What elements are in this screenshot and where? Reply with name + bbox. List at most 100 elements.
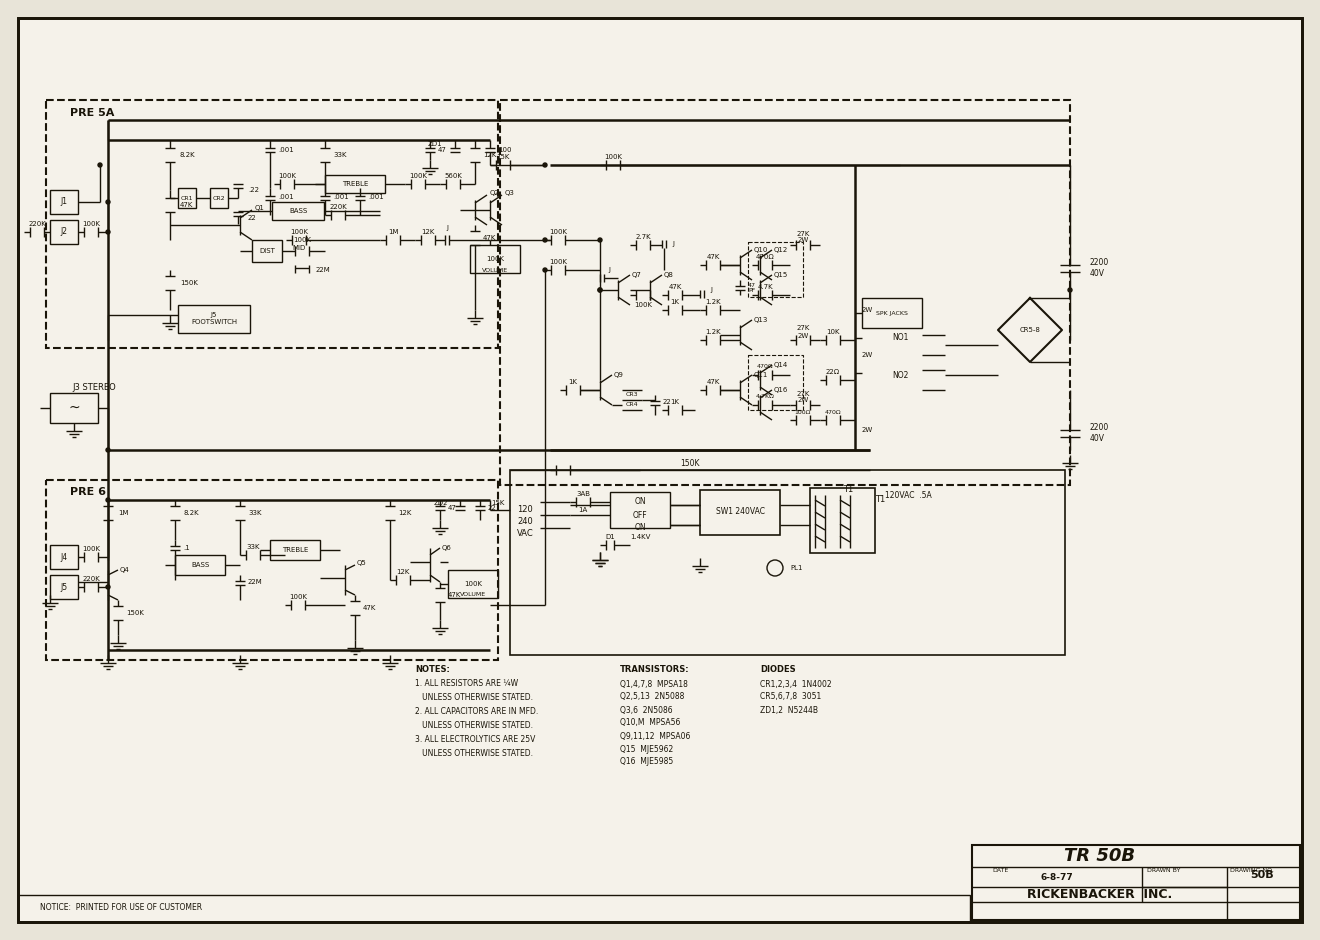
Text: DRAWING NO.: DRAWING NO. bbox=[1230, 868, 1274, 872]
Text: 2200
40V: 2200 40V bbox=[1090, 423, 1109, 443]
Text: 2W: 2W bbox=[862, 427, 874, 433]
Text: ON: ON bbox=[634, 524, 645, 532]
Text: 12K: 12K bbox=[396, 569, 409, 575]
Text: 8.2K: 8.2K bbox=[183, 510, 198, 516]
Text: Q10,M  MPSA56: Q10,M MPSA56 bbox=[620, 718, 680, 728]
Text: 47
PF: 47 PF bbox=[748, 283, 756, 293]
Bar bbox=[46, 480, 498, 660]
Text: SW1 240VAC: SW1 240VAC bbox=[715, 508, 764, 516]
Text: 22M: 22M bbox=[315, 267, 331, 273]
Text: 100K: 100K bbox=[290, 229, 308, 235]
Text: ~: ~ bbox=[69, 401, 79, 415]
Text: CR1,2,3,4  1N4002: CR1,2,3,4 1N4002 bbox=[760, 680, 832, 688]
Text: Q1: Q1 bbox=[255, 205, 265, 211]
Text: T1: T1 bbox=[843, 485, 853, 494]
Bar bbox=[610, 492, 671, 528]
Text: J3 STEREO: J3 STEREO bbox=[73, 384, 116, 393]
Text: Q10: Q10 bbox=[754, 247, 768, 253]
Circle shape bbox=[98, 163, 102, 167]
Bar bbox=[272, 202, 323, 220]
Text: 1K: 1K bbox=[569, 379, 578, 385]
Text: 100K: 100K bbox=[82, 221, 100, 227]
Bar bbox=[700, 490, 780, 535]
Text: SPK JACKS: SPK JACKS bbox=[876, 310, 908, 316]
Text: 220K: 220K bbox=[82, 576, 100, 582]
Text: CR4: CR4 bbox=[626, 402, 639, 408]
Text: 22: 22 bbox=[663, 399, 672, 405]
Text: Q6: Q6 bbox=[442, 545, 451, 551]
Text: 47K: 47K bbox=[668, 284, 681, 290]
Circle shape bbox=[543, 238, 546, 242]
Text: UNLESS OTHERWISE STATED.: UNLESS OTHERWISE STATED. bbox=[414, 749, 533, 759]
Text: 100K: 100K bbox=[293, 237, 312, 243]
Text: J: J bbox=[710, 287, 711, 293]
Text: 47: 47 bbox=[438, 147, 447, 153]
Text: MID: MID bbox=[292, 245, 306, 251]
Text: J4: J4 bbox=[61, 553, 67, 561]
Text: 100K: 100K bbox=[605, 154, 622, 160]
Text: Q9: Q9 bbox=[614, 372, 624, 378]
Circle shape bbox=[543, 268, 546, 272]
Text: 2200
40V: 2200 40V bbox=[1090, 258, 1109, 277]
Text: 1A: 1A bbox=[578, 507, 587, 513]
Text: 2W: 2W bbox=[862, 307, 874, 313]
Text: 27K
2W: 27K 2W bbox=[796, 390, 809, 403]
Text: 150K: 150K bbox=[125, 610, 144, 616]
Text: 1.2K: 1.2K bbox=[705, 299, 721, 305]
Text: NOTES:: NOTES: bbox=[414, 666, 450, 675]
Text: 100K: 100K bbox=[549, 229, 568, 235]
Bar bbox=[46, 100, 498, 348]
Text: J5
FOOTSWITCH: J5 FOOTSWITCH bbox=[191, 312, 238, 325]
Bar bbox=[510, 470, 1065, 655]
Bar bbox=[178, 305, 249, 333]
Circle shape bbox=[598, 288, 602, 292]
Text: 15K: 15K bbox=[496, 154, 510, 160]
Text: 47K: 47K bbox=[363, 605, 376, 611]
Text: Q7: Q7 bbox=[632, 272, 642, 278]
Text: Q2,5,13  2N5088: Q2,5,13 2N5088 bbox=[620, 693, 684, 701]
Text: Q16: Q16 bbox=[774, 387, 788, 393]
Text: 100K: 100K bbox=[82, 546, 100, 552]
Text: 120VAC  .5A: 120VAC .5A bbox=[884, 491, 932, 499]
Text: 150K: 150K bbox=[680, 459, 700, 467]
Text: 3AB: 3AB bbox=[576, 491, 590, 497]
Text: ZD1,2  N5244B: ZD1,2 N5244B bbox=[760, 706, 818, 714]
Text: OFF: OFF bbox=[632, 510, 647, 520]
Text: 47K: 47K bbox=[447, 592, 462, 598]
Bar bbox=[50, 545, 78, 569]
Text: 1K: 1K bbox=[671, 299, 680, 305]
Text: DIST: DIST bbox=[259, 248, 275, 254]
Text: ON: ON bbox=[634, 497, 645, 507]
Text: 240: 240 bbox=[517, 518, 533, 526]
Text: 27K
2W: 27K 2W bbox=[796, 325, 809, 338]
Text: Q14: Q14 bbox=[774, 362, 788, 368]
Text: RICKENBACKER  INC.: RICKENBACKER INC. bbox=[1027, 888, 1172, 901]
Circle shape bbox=[106, 230, 110, 234]
Text: 470Ω: 470Ω bbox=[825, 410, 841, 415]
Text: 1.2K: 1.2K bbox=[705, 329, 721, 335]
Text: 150K: 150K bbox=[180, 280, 198, 286]
Text: 8.2K: 8.2K bbox=[180, 152, 195, 158]
Bar bbox=[810, 488, 875, 553]
Text: 10K: 10K bbox=[826, 329, 840, 335]
Text: 22Ω: 22Ω bbox=[826, 369, 840, 375]
Text: J: J bbox=[446, 225, 447, 231]
Text: D1: D1 bbox=[605, 534, 615, 540]
Text: 12K: 12K bbox=[399, 510, 412, 516]
Text: T1: T1 bbox=[875, 495, 886, 505]
Text: BASS: BASS bbox=[191, 562, 209, 568]
Circle shape bbox=[1068, 288, 1072, 292]
Text: NO1: NO1 bbox=[892, 334, 908, 342]
Text: 22M: 22M bbox=[248, 579, 263, 585]
Text: 2W: 2W bbox=[862, 352, 874, 358]
Text: Q4: Q4 bbox=[120, 567, 129, 573]
Text: J1: J1 bbox=[61, 197, 67, 207]
Text: BASS: BASS bbox=[289, 208, 308, 214]
Bar bbox=[178, 188, 195, 208]
Text: .1: .1 bbox=[183, 545, 190, 551]
Text: Q3,6  2N5086: Q3,6 2N5086 bbox=[620, 706, 673, 714]
Text: 47K: 47K bbox=[180, 202, 193, 208]
Text: CR3: CR3 bbox=[626, 393, 639, 398]
Bar bbox=[748, 242, 803, 297]
Text: 4.7KΩ: 4.7KΩ bbox=[755, 395, 775, 400]
